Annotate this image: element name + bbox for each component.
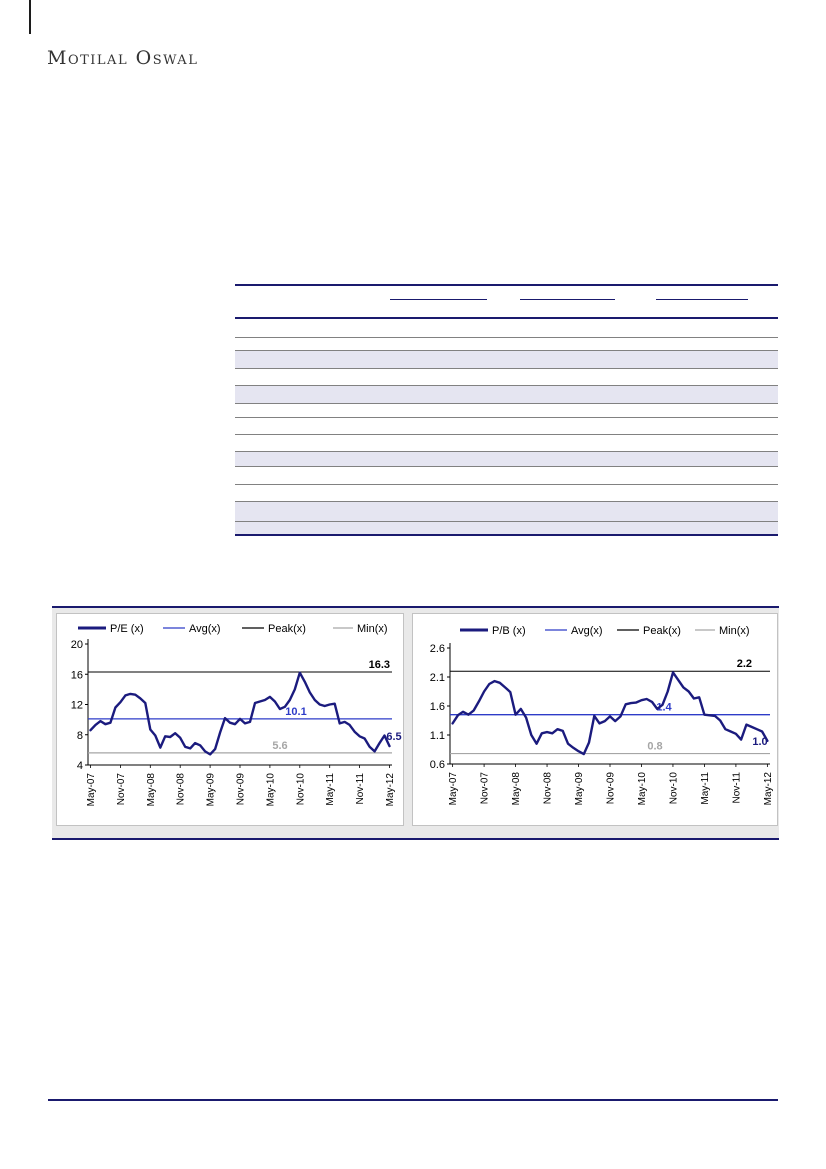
y-tick-label: 1.6 bbox=[430, 701, 445, 713]
legend: P/B (x) Avg(x) Peak(x) Min(x) bbox=[460, 625, 750, 637]
x-tick-label: May-07 bbox=[86, 773, 97, 807]
x-tick-label: May-09 bbox=[206, 773, 217, 807]
y-tick-label: 0.6 bbox=[430, 759, 445, 771]
x-tick-label: May-10 bbox=[637, 772, 648, 806]
legend-label: Peak(x) bbox=[643, 625, 681, 637]
pb-chart: P/B (x) Avg(x) Peak(x) Min(x) 2.6 2.1 1.6 1.1 0.… bbox=[430, 625, 774, 806]
ref-line-value-label: 10.1 bbox=[285, 706, 306, 718]
x-tick-label: Nov-11 bbox=[355, 773, 366, 805]
table-row bbox=[235, 502, 778, 522]
table-row bbox=[235, 404, 778, 418]
table-row bbox=[235, 435, 778, 452]
pe-chart: P/E (x) Avg(x) Peak(x) Min(x) 20 16 12 8 4May-07… bbox=[71, 623, 402, 807]
legend-label: P/E (x) bbox=[110, 623, 144, 635]
legend-label: Avg(x) bbox=[189, 623, 221, 635]
table-row bbox=[235, 418, 778, 435]
ref-line-value-label: 2.2 bbox=[737, 658, 752, 670]
legend-label: Min(x) bbox=[357, 623, 388, 635]
x-tick-label: Nov-09 bbox=[606, 772, 617, 805]
valuation-charts-band: P/E (x) Avg(x) Peak(x) Min(x) 20 16 12 8 4 May-07… bbox=[52, 606, 779, 840]
column-group-rule-2 bbox=[520, 299, 615, 300]
y-tick-label: 1.1 bbox=[430, 730, 445, 742]
x-tick-label: May-12 bbox=[385, 773, 396, 807]
x-tick-label: Nov-10 bbox=[295, 773, 306, 806]
column-group-rule-1 bbox=[390, 299, 487, 300]
x-tick-label: Nov-07 bbox=[116, 773, 127, 806]
company-logo: Motilal Oswal bbox=[47, 47, 199, 69]
y-tick-label: 12 bbox=[71, 700, 83, 712]
financials-table bbox=[235, 284, 778, 536]
table-row bbox=[235, 338, 778, 351]
x-tick-label: Nov-07 bbox=[480, 772, 491, 805]
x-tick-label: May-11 bbox=[325, 773, 336, 806]
ref-line-value-label: 1.4 bbox=[656, 702, 672, 714]
x-tick-label: May-12 bbox=[763, 772, 774, 806]
x-tick-label: May-08 bbox=[146, 773, 157, 807]
pe-chart-panel: P/E (x) Avg(x) Peak(x) Min(x) 20 16 12 8 4 May-07… bbox=[56, 613, 404, 826]
ref-line-value-label: 0.8 bbox=[647, 741, 662, 753]
x-tick-label: May-09 bbox=[574, 772, 585, 806]
table-row bbox=[235, 369, 778, 386]
series-line bbox=[451, 671, 769, 756]
y-tick-label: 2.1 bbox=[430, 672, 445, 684]
x-tick-label: May-07 bbox=[448, 772, 459, 806]
table-row bbox=[235, 351, 778, 369]
x-tick-label: Nov-10 bbox=[668, 772, 679, 805]
y-tick-label: 20 bbox=[71, 639, 83, 651]
y-tick-label: 2.6 bbox=[430, 643, 445, 655]
x-tick-label: Nov-09 bbox=[236, 773, 247, 806]
table-header-row bbox=[235, 286, 778, 319]
series-line bbox=[89, 671, 391, 756]
legend-label: Min(x) bbox=[719, 625, 750, 637]
table-row bbox=[235, 467, 778, 485]
x-tick-label: Nov-08 bbox=[176, 773, 187, 806]
legend-label: P/B (x) bbox=[492, 625, 526, 637]
y-tick-label: 16 bbox=[71, 669, 83, 681]
x-tick-label: Nov-11 bbox=[731, 772, 742, 804]
legend-label: Avg(x) bbox=[571, 625, 603, 637]
y-tick-label: 4 bbox=[77, 760, 83, 772]
legend-label: Peak(x) bbox=[268, 623, 306, 635]
ref-line-value-label: 5.6 bbox=[272, 740, 287, 752]
legend: P/E (x) Avg(x) Peak(x) Min(x) bbox=[78, 623, 388, 635]
last-value-label: 1.0 bbox=[752, 736, 767, 748]
table-body bbox=[235, 319, 778, 534]
table-row bbox=[235, 485, 778, 502]
pb-chart-panel: P/B (x) Avg(x) Peak(x) Min(x) 2.6 2.1 1.6 1.1 0.… bbox=[412, 613, 778, 826]
table-row bbox=[235, 452, 778, 467]
table-row bbox=[235, 319, 778, 338]
x-tick-label: May-11 bbox=[700, 772, 711, 805]
page-corner-mark bbox=[29, 0, 31, 34]
ref-line-value-label: 16.3 bbox=[369, 659, 390, 671]
x-tick-label: May-10 bbox=[265, 773, 276, 807]
footer-rule bbox=[48, 1099, 778, 1101]
column-group-rule-3 bbox=[656, 299, 748, 300]
x-tick-label: May-08 bbox=[511, 772, 522, 806]
x-tick-label: Nov-08 bbox=[543, 772, 554, 805]
last-value-label: 6.5 bbox=[386, 731, 401, 743]
y-tick-label: 8 bbox=[77, 730, 83, 742]
table-row bbox=[235, 522, 778, 534]
table-row bbox=[235, 386, 778, 404]
